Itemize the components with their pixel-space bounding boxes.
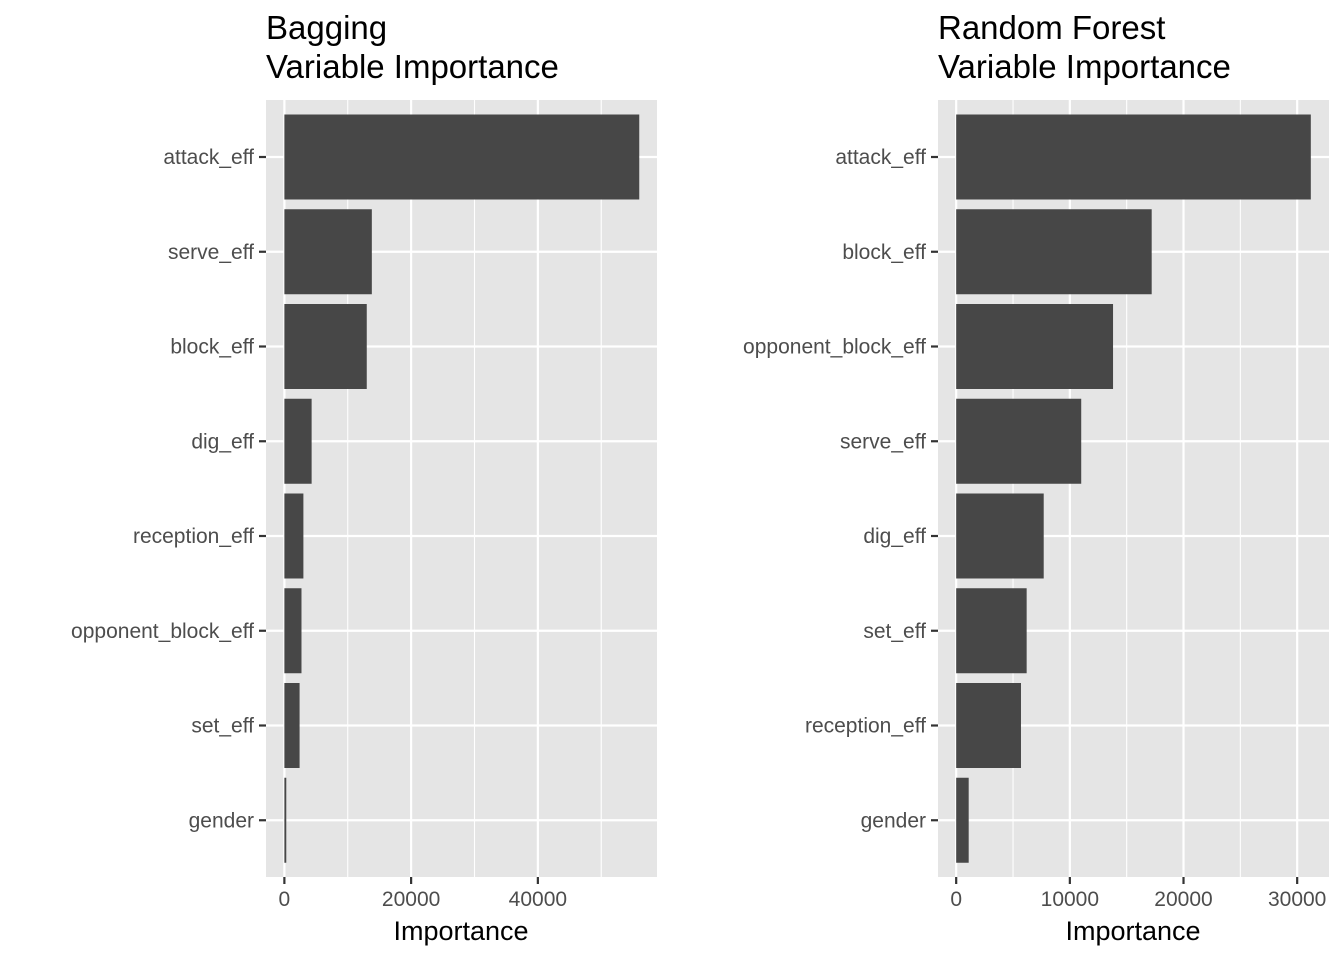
bagging-x-tick-label-0: 0	[279, 888, 291, 911]
random-forest-y-tick-label-1: block_eff	[842, 241, 926, 264]
random-forest-y-tick-label-5: set_eff	[863, 620, 926, 643]
bagging-chart-subtitle: Variable Importance	[266, 48, 559, 85]
random-forest-x-axis: 0 10000 20000 30000	[950, 877, 1326, 911]
bagging-bars	[284, 114, 640, 863]
random-forest-x-tick-label-3: 30000	[1268, 888, 1326, 911]
bagging-y-tick-label-4: reception_eff	[133, 525, 254, 548]
bagging-y-tick-label-2: block_eff	[170, 336, 254, 359]
bagging-bar-gender	[284, 777, 287, 863]
random-forest-y-tick-label-6: reception_eff	[805, 715, 926, 738]
random-forest-chart-title: Random Forest	[938, 9, 1165, 46]
bagging-y-tick-label-0: attack_eff	[163, 146, 254, 169]
random-forest-chart-subtitle: Variable Importance	[938, 48, 1231, 85]
random-forest-bar-set-eff	[956, 588, 1027, 674]
random-forest-y-tick-label-4: dig_eff	[863, 525, 926, 548]
bagging-y-axis: attack_eff serve_eff block_eff dig_effrecep…	[71, 146, 266, 832]
random-forest-y-tick-label-3: serve_eff	[840, 430, 926, 453]
bagging-chart-title: Bagging	[266, 9, 387, 46]
bagging-bar-attack-eff	[284, 114, 640, 200]
bagging-bar-dig-eff	[284, 398, 312, 484]
random-forest-x-tick-label-1: 10000	[1041, 888, 1099, 911]
bagging-bar-set-eff	[284, 683, 300, 768]
random-forest-bar-serve-eff	[956, 398, 1082, 484]
bagging-bar-opponent-block-eff	[284, 588, 302, 674]
random-forest-y-tick-label-2: opponent_block_eff	[743, 336, 926, 359]
bagging-x-axis: 0 20000 40000	[279, 877, 567, 911]
bagging-x-axis-title: Importance	[393, 916, 528, 946]
random-forest-bars	[956, 114, 1311, 863]
random-forest-x-tick-label-2: 20000	[1154, 888, 1212, 911]
bagging-bar-serve-eff	[284, 209, 372, 295]
bagging-y-tick-label-3: dig_eff	[191, 430, 254, 453]
bagging-x-tick-label-2: 40000	[509, 888, 567, 911]
bagging-y-tick-label-7: gender	[189, 809, 254, 832]
bagging-bar-block-eff	[284, 304, 367, 389]
random-forest-bar-reception-eff	[956, 683, 1021, 768]
bagging-y-tick-label-1: serve_eff	[168, 241, 254, 264]
random-forest-y-tick-label-0: attack_eff	[835, 146, 926, 169]
bagging-y-tick-label-6: set_eff	[191, 715, 254, 738]
bagging-chart: Bagging Variable Importance Importance a…	[71, 9, 657, 946]
random-forest-y-tick-label-7: gender	[861, 809, 926, 832]
random-forest-x-axis-title: Importance	[1065, 916, 1200, 946]
random-forest-y-axis: attack_eff block_eff opponent_block_effser…	[743, 146, 938, 832]
random-forest-bar-block-eff	[956, 209, 1152, 295]
bagging-x-tick-label-1: 20000	[382, 888, 440, 911]
bagging-bar-reception-eff	[284, 493, 304, 579]
random-forest-x-tick-label-0: 0	[950, 888, 962, 911]
random-forest-chart: Random Forest Variable Importance Import…	[743, 9, 1329, 946]
bagging-y-tick-label-5: opponent_block_eff	[71, 620, 254, 643]
random-forest-bar-opponent-block-eff	[956, 304, 1114, 389]
random-forest-bar-gender	[956, 777, 969, 863]
random-forest-bar-attack-eff	[956, 114, 1311, 200]
random-forest-bar-dig-eff	[956, 493, 1044, 579]
